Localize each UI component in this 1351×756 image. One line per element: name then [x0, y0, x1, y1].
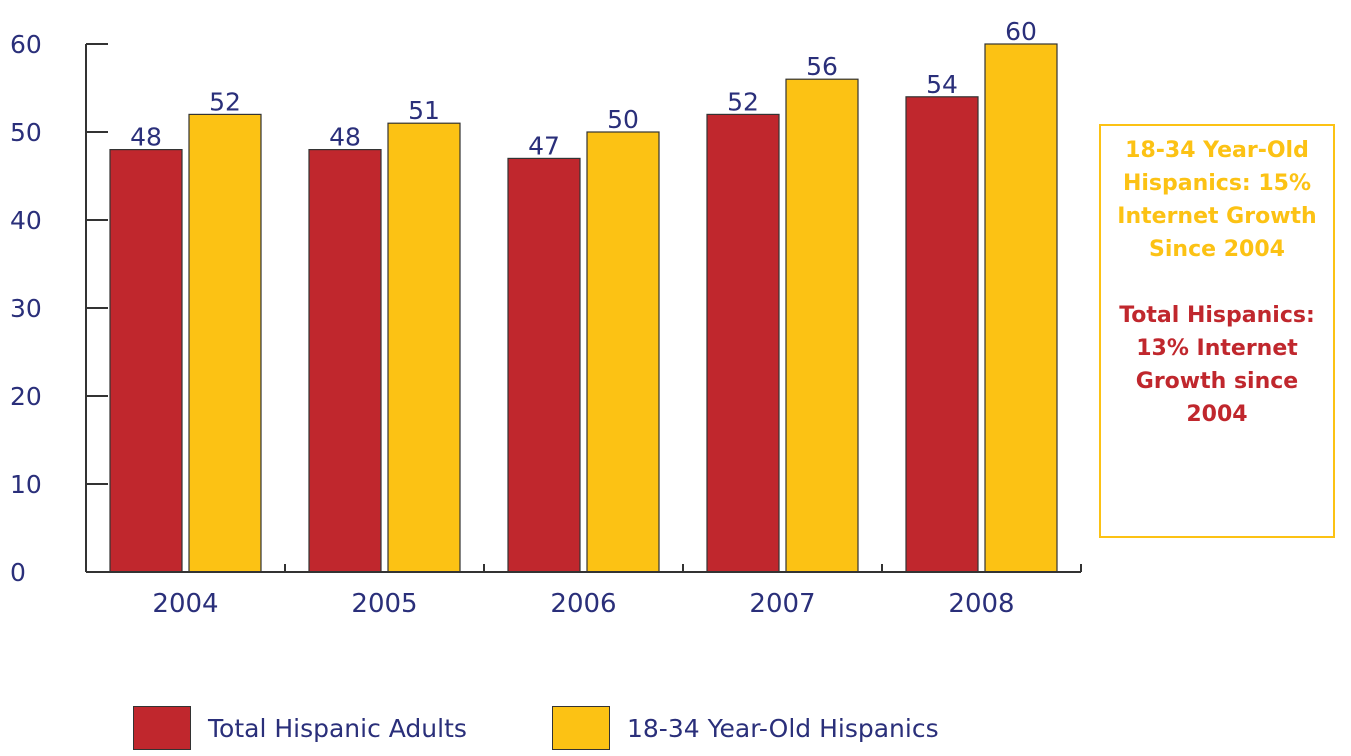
- callout-line: Internet Growth: [1117, 204, 1317, 229]
- youth-growth-callout: 18-34 Year-Old Hispanics: 15% Internet G…: [1105, 134, 1329, 266]
- x-tick-label: 2004: [152, 589, 218, 619]
- bar: [706, 113, 780, 573]
- callout-line: Total Hispanics:: [1119, 303, 1315, 328]
- y-tick-label: 0: [10, 558, 26, 587]
- y-tick-label: 10: [10, 470, 42, 499]
- legend-swatch-youth: [552, 706, 610, 750]
- y-tick-label: 50: [10, 118, 42, 147]
- y-tick-label: 60: [10, 30, 42, 59]
- callout-line: Growth since: [1135, 369, 1299, 394]
- x-tick-label: 2006: [550, 589, 616, 619]
- growth-callout-box: 18-34 Year-Old Hispanics: 15% Internet G…: [1099, 124, 1335, 538]
- callout-line: Hispanics: 15%: [1122, 171, 1312, 196]
- total-growth-callout: Total Hispanics: 13% Internet Growth sin…: [1105, 299, 1329, 431]
- data-label: 56: [806, 52, 838, 81]
- y-tick-label: 30: [10, 294, 42, 323]
- callout-line: Since 2004: [1149, 237, 1285, 262]
- bar: [984, 43, 1058, 573]
- y-axis-ticks: 0 10 20 30 40 50 60: [10, 30, 108, 587]
- y-tick-label: 40: [10, 206, 42, 235]
- legend-swatch-total: [133, 706, 191, 750]
- data-label: 52: [209, 87, 241, 116]
- bar: [308, 149, 382, 573]
- callout-line: 18-34 Year-Old: [1125, 138, 1309, 163]
- legend-label-youth: 18-34 Year-Old Hispanics: [627, 713, 939, 743]
- data-label: 48: [130, 123, 162, 152]
- y-tick-label: 20: [10, 382, 42, 411]
- data-label: 47: [528, 131, 560, 160]
- bar: [507, 157, 581, 573]
- x-tick-label: 2007: [749, 589, 815, 619]
- bar: [188, 113, 262, 573]
- bar: [905, 96, 979, 573]
- x-tick-label: 2005: [351, 589, 417, 619]
- data-label: 51: [408, 96, 440, 125]
- data-label: 54: [926, 70, 958, 99]
- bar: [109, 149, 183, 573]
- bars: [109, 43, 1058, 573]
- legend-item-youth: 18-34 Year-Old Hispanics: [552, 706, 939, 750]
- bar: [387, 122, 461, 573]
- data-label: 50: [607, 105, 639, 134]
- bar: [785, 78, 859, 573]
- callout-line: 13% Internet: [1136, 336, 1298, 361]
- legend-label-total: Total Hispanic Adults: [208, 713, 467, 743]
- data-label: 48: [329, 123, 361, 152]
- x-axis-ticks: 2004 2005 2006 2007 2008: [85, 564, 1082, 619]
- value-labels: 48 52 48 51 47 50 52 56 54 60: [130, 17, 1037, 160]
- x-tick-label: 2008: [948, 589, 1014, 619]
- data-label: 52: [727, 87, 759, 116]
- callout-line: 2004: [1186, 402, 1248, 427]
- legend-item-total: Total Hispanic Adults: [133, 706, 467, 750]
- bar: [586, 131, 660, 573]
- data-label: 60: [1005, 17, 1037, 46]
